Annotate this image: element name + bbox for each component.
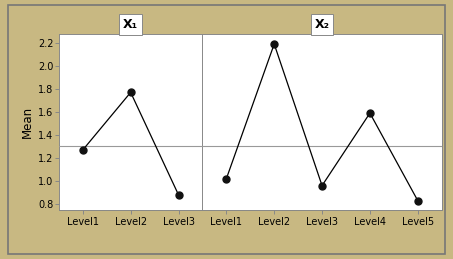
Title: X₁: X₁ bbox=[123, 18, 138, 31]
Title: X₂: X₂ bbox=[314, 18, 329, 31]
Y-axis label: Mean: Mean bbox=[21, 106, 34, 138]
